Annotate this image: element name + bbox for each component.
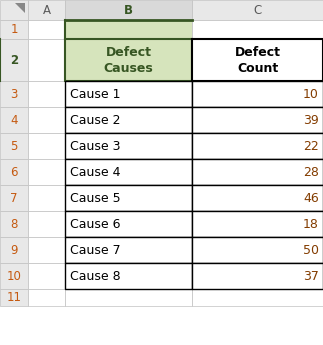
Text: 18: 18 xyxy=(303,217,319,230)
Bar xyxy=(28,289,65,306)
Bar xyxy=(0,20,28,39)
Text: Defect
Causes: Defect Causes xyxy=(104,46,153,75)
Bar xyxy=(28,159,65,185)
Bar xyxy=(28,39,65,81)
Bar xyxy=(0,289,28,306)
Bar xyxy=(28,107,65,133)
Bar xyxy=(65,81,192,107)
Bar xyxy=(0,107,28,133)
Text: Cause 1: Cause 1 xyxy=(70,88,120,100)
Text: Cause 5: Cause 5 xyxy=(70,191,120,205)
Text: Cause 2: Cause 2 xyxy=(70,114,120,127)
Bar xyxy=(192,185,323,211)
Bar xyxy=(28,133,65,159)
Bar xyxy=(65,263,192,289)
Text: Cause 8: Cause 8 xyxy=(70,269,120,283)
Bar xyxy=(65,0,192,20)
Bar xyxy=(0,39,28,81)
Bar xyxy=(192,211,323,237)
Bar xyxy=(28,237,65,263)
Bar xyxy=(65,39,192,81)
Bar xyxy=(0,81,28,107)
Text: 3: 3 xyxy=(10,88,18,100)
Bar xyxy=(65,237,192,263)
Bar xyxy=(65,211,192,237)
Text: 22: 22 xyxy=(303,139,319,152)
Text: 28: 28 xyxy=(303,166,319,178)
Bar xyxy=(0,211,28,237)
Text: Defect
Count: Defect Count xyxy=(234,46,280,75)
Bar xyxy=(65,159,192,185)
Bar xyxy=(192,107,323,133)
Bar xyxy=(65,289,192,306)
Bar xyxy=(192,39,323,81)
Text: 10: 10 xyxy=(6,269,21,283)
Text: C: C xyxy=(253,3,262,17)
Text: Cause 6: Cause 6 xyxy=(70,217,120,230)
Bar xyxy=(28,81,65,107)
Text: Cause 3: Cause 3 xyxy=(70,139,120,152)
Bar xyxy=(28,263,65,289)
Text: 46: 46 xyxy=(303,191,319,205)
Text: 11: 11 xyxy=(6,291,22,304)
Bar xyxy=(0,133,28,159)
Text: A: A xyxy=(43,3,50,17)
Text: 39: 39 xyxy=(303,114,319,127)
Text: 9: 9 xyxy=(10,244,18,256)
Text: Cause 4: Cause 4 xyxy=(70,166,120,178)
Bar xyxy=(192,81,323,107)
Bar xyxy=(28,185,65,211)
Bar xyxy=(192,237,323,263)
Polygon shape xyxy=(15,3,25,13)
Bar xyxy=(192,133,323,159)
Bar xyxy=(192,0,323,20)
Text: 4: 4 xyxy=(10,114,18,127)
Bar xyxy=(192,159,323,185)
Bar xyxy=(28,0,65,20)
Bar xyxy=(192,289,323,306)
Bar xyxy=(0,0,28,20)
Bar xyxy=(192,20,323,39)
Bar xyxy=(192,263,323,289)
Text: 5: 5 xyxy=(10,139,18,152)
Text: 37: 37 xyxy=(303,269,319,283)
Bar xyxy=(65,133,192,159)
Bar xyxy=(0,237,28,263)
Bar xyxy=(65,20,192,39)
Bar xyxy=(65,107,192,133)
Text: 10: 10 xyxy=(303,88,319,100)
Text: 7: 7 xyxy=(10,191,18,205)
Bar xyxy=(0,263,28,289)
Text: Cause 7: Cause 7 xyxy=(70,244,120,256)
Bar xyxy=(0,185,28,211)
Bar xyxy=(0,159,28,185)
Bar xyxy=(65,185,192,211)
Text: 50: 50 xyxy=(303,244,319,256)
Bar xyxy=(28,20,65,39)
Text: 6: 6 xyxy=(10,166,18,178)
Text: 1: 1 xyxy=(10,23,18,36)
Text: B: B xyxy=(124,3,133,17)
Text: 8: 8 xyxy=(10,217,18,230)
Bar xyxy=(28,211,65,237)
Text: 2: 2 xyxy=(10,53,18,67)
